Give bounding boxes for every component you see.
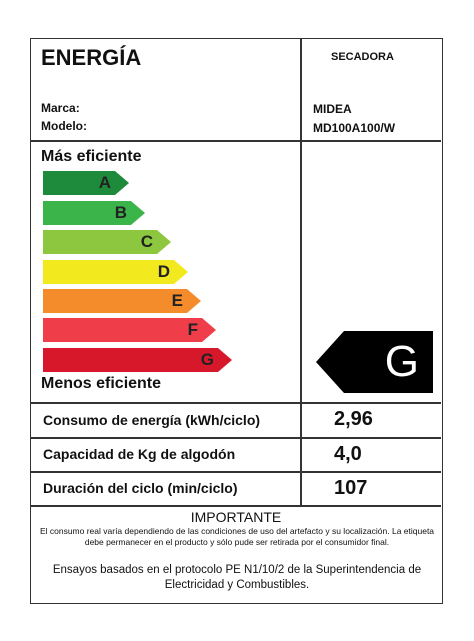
- class-letter: G: [200, 350, 214, 369]
- energy-consumption-label: Consumo de energía (kWh/ciclo): [43, 412, 261, 428]
- class-letter: B: [114, 203, 127, 222]
- column-divider: [300, 39, 302, 505]
- appliance-type: SECADORA: [331, 51, 394, 63]
- important-text: El consumo real varía dependiendo de las…: [39, 526, 435, 547]
- divider-line: [31, 402, 441, 404]
- class-letter: F: [187, 320, 198, 339]
- cycle-duration-label: Duración del ciclo (min/ciclo): [43, 480, 238, 496]
- divider-line: [31, 140, 441, 142]
- model-value: MD100A100/W: [313, 121, 396, 135]
- energy-label: ENERGÍA SECADORA Marca: Modelo: MIDEA MD…: [30, 38, 443, 604]
- class-bar-g: G: [43, 348, 232, 372]
- model-label: Modelo:: [41, 119, 87, 133]
- divider-line: [31, 437, 441, 439]
- cotton-capacity-label: Capacidad de Kg de algodón: [43, 446, 236, 462]
- rating-arrow: G: [316, 331, 433, 393]
- divider-line: [31, 471, 441, 473]
- rating-letter: G: [384, 337, 419, 386]
- class-letter: D: [157, 262, 170, 281]
- important-title: IMPORTANTE: [190, 509, 282, 525]
- energy-consumption-value: 2,96: [334, 408, 373, 430]
- cotton-capacity-value: 4,0: [334, 443, 362, 465]
- important-footer: Ensayos basados en el protocolo PE N1/10…: [52, 564, 422, 591]
- label-title: ENERGÍA: [41, 45, 142, 70]
- class-letter: E: [171, 291, 183, 310]
- class-bar-e: E: [43, 289, 201, 313]
- class-bar-a: A: [43, 171, 129, 195]
- brand-value: MIDEA: [313, 102, 352, 116]
- class-bar-b: B: [43, 201, 145, 225]
- class-bar-d: D: [43, 260, 188, 284]
- class-letter: C: [140, 232, 153, 251]
- class-letter: A: [98, 173, 111, 192]
- least-efficient-label: Menos eficiente: [41, 375, 162, 392]
- cycle-duration-value: 107: [334, 477, 368, 499]
- divider-line: [31, 505, 441, 507]
- class-bar-f: F: [43, 318, 216, 342]
- class-bar-c: C: [43, 230, 171, 254]
- brand-label: Marca:: [41, 101, 80, 115]
- most-efficient-label: Más eficiente: [41, 148, 142, 165]
